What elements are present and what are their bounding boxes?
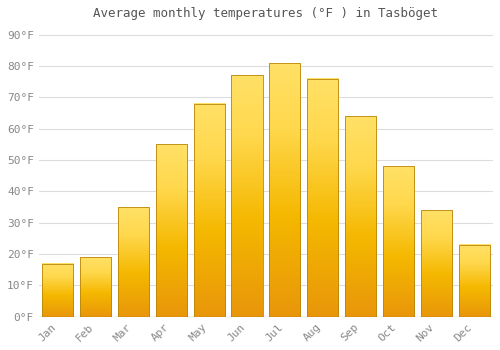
Bar	[270, 63, 300, 317]
Bar	[42, 264, 74, 317]
Bar	[80, 257, 111, 317]
Bar	[345, 116, 376, 317]
Bar	[383, 166, 414, 317]
Bar	[194, 104, 224, 317]
Bar	[458, 245, 490, 317]
Bar	[421, 210, 452, 317]
Bar	[232, 76, 262, 317]
Title: Average monthly temperatures (°F ) in Tasböget: Average monthly temperatures (°F ) in Ta…	[94, 7, 438, 20]
Bar	[118, 207, 149, 317]
Bar	[156, 145, 187, 317]
Bar	[307, 78, 338, 317]
